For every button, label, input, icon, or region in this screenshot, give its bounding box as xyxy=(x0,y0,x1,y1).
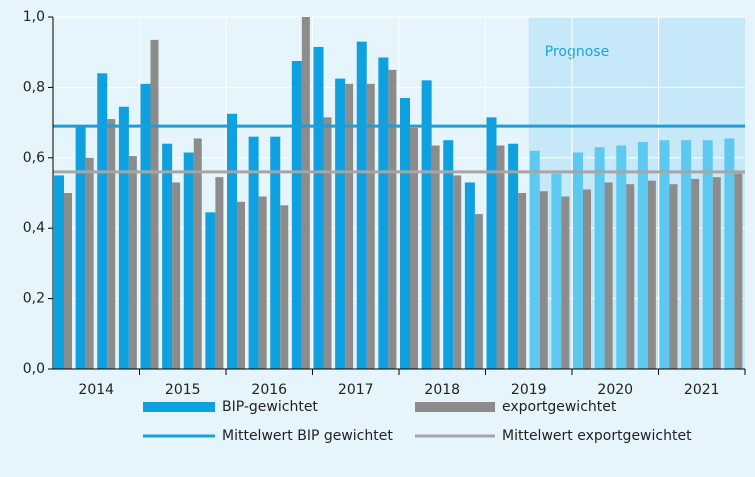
legend-label: BIP-gewichtet xyxy=(222,399,318,415)
x-tick-label: 2015 xyxy=(165,382,201,398)
bar xyxy=(529,150,540,369)
bar xyxy=(496,145,505,369)
bar xyxy=(400,97,410,370)
bar xyxy=(378,57,389,369)
y-tick-label: 0,0 xyxy=(23,361,45,377)
bar xyxy=(150,39,159,369)
bar xyxy=(604,182,613,369)
bar xyxy=(97,73,108,369)
bar xyxy=(227,113,237,369)
bar xyxy=(85,157,94,369)
bar xyxy=(508,143,519,369)
bar xyxy=(681,140,692,369)
bar xyxy=(464,182,475,369)
bar xyxy=(205,212,216,369)
y-tick-label: 0,2 xyxy=(23,291,45,307)
bar xyxy=(724,138,735,369)
y-tick-label: 0,6 xyxy=(23,150,45,166)
forecast-label: Prognose xyxy=(545,44,609,60)
bar xyxy=(583,189,591,369)
x-tick-label: 2014 xyxy=(78,382,114,398)
legend-swatch xyxy=(415,402,495,412)
bar xyxy=(183,152,194,369)
bar xyxy=(313,46,324,370)
bar xyxy=(366,83,375,369)
y-tick-label: 0,4 xyxy=(23,220,45,236)
bar xyxy=(345,83,354,369)
bar xyxy=(443,140,454,369)
bar xyxy=(162,143,173,369)
bar xyxy=(140,83,151,369)
bar xyxy=(594,147,605,369)
bar xyxy=(280,205,289,369)
bar xyxy=(291,61,302,369)
bar xyxy=(431,145,440,369)
bar xyxy=(616,145,627,369)
legend-label: Mittelwert BIP gewichtet xyxy=(222,428,393,444)
bar xyxy=(691,178,700,369)
bar xyxy=(193,138,202,369)
x-tick-label: 2019 xyxy=(511,382,547,398)
legend-label: Mittelwert exportgewichtet xyxy=(502,428,692,444)
bar xyxy=(410,127,418,369)
bar xyxy=(301,17,310,369)
bar xyxy=(356,41,367,369)
bar xyxy=(64,193,72,369)
y-tick-label: 1,0 xyxy=(23,9,45,25)
bar xyxy=(637,141,648,369)
bar xyxy=(561,196,570,369)
bar xyxy=(539,191,548,369)
bar xyxy=(75,126,86,370)
legend-label: exportgewichtet xyxy=(502,399,617,415)
bar xyxy=(128,156,137,369)
bar xyxy=(172,182,181,369)
bar xyxy=(647,180,656,369)
bar xyxy=(335,78,346,369)
bar xyxy=(215,177,224,369)
bar xyxy=(107,119,116,369)
y-tick-label: 0,8 xyxy=(23,79,45,95)
bar xyxy=(248,136,259,369)
bar xyxy=(712,177,721,369)
bar xyxy=(573,152,583,369)
bar xyxy=(702,140,713,369)
bar xyxy=(734,173,743,369)
bar xyxy=(323,117,332,369)
x-tick-label: 2016 xyxy=(251,382,287,398)
bar xyxy=(118,106,129,369)
bar xyxy=(486,117,497,369)
bar xyxy=(626,184,635,369)
bar xyxy=(388,69,397,370)
legend-swatch xyxy=(143,402,215,412)
bar xyxy=(258,196,267,369)
bar xyxy=(453,175,462,369)
x-tick-label: 2018 xyxy=(424,382,460,398)
bar xyxy=(669,184,678,369)
bar xyxy=(421,80,432,370)
bar xyxy=(551,173,562,369)
bar xyxy=(237,201,245,369)
bar xyxy=(518,193,527,369)
bar xyxy=(474,214,483,369)
bar xyxy=(270,136,281,369)
bar xyxy=(659,140,670,369)
bar xyxy=(54,175,64,369)
x-tick-label: 2017 xyxy=(338,382,374,398)
x-tick-label: 2020 xyxy=(597,382,633,398)
x-tick-label: 2021 xyxy=(684,382,720,398)
